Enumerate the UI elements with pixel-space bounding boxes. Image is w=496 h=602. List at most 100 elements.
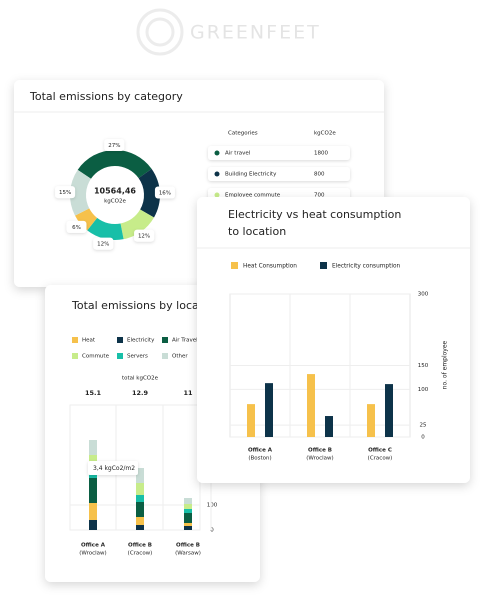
- bar-segment: [184, 509, 192, 513]
- bar-segment: [136, 483, 144, 495]
- percent-label: 12%: [138, 234, 150, 240]
- row-value: 700: [314, 193, 325, 199]
- donut-segment: [70, 169, 91, 216]
- y-tick-label: 0: [210, 528, 214, 534]
- row-value: 800: [314, 172, 325, 178]
- logo-icon: [136, 8, 184, 56]
- row-dot: [214, 171, 220, 177]
- y-tick-label: 100: [418, 387, 429, 393]
- y-tick-label: 300: [418, 292, 429, 298]
- bar: [367, 404, 375, 437]
- x-tick-label: Office A: [248, 448, 273, 454]
- bar-segment: [184, 523, 192, 526]
- label-pill: [134, 229, 155, 242]
- row-category: Employee commute: [225, 193, 281, 199]
- bar-segment: [136, 468, 144, 483]
- percent-label: 12%: [97, 242, 109, 248]
- bar-segment: [184, 498, 192, 504]
- bar-segment: [184, 513, 192, 523]
- y-tick-label: 0: [421, 435, 425, 441]
- legend-swatch: [117, 353, 123, 359]
- label-pill: [55, 186, 76, 199]
- bar-segment: [136, 525, 144, 530]
- column-header: kgCO2e: [314, 131, 336, 137]
- total-label: total kgCO2e: [122, 376, 159, 382]
- legend-swatch: [231, 262, 238, 269]
- x-tick-label: Office B: [308, 448, 332, 454]
- card-title: Total emissions by location: [71, 299, 220, 312]
- legend-swatch: [320, 262, 327, 269]
- card: [197, 197, 470, 483]
- consumption-card: Electricity vs heat consumption to locat…: [197, 197, 470, 483]
- legend-label: Electricity: [127, 338, 155, 344]
- card-title: to location: [228, 225, 286, 238]
- card-title: Total emissions by category: [29, 90, 183, 103]
- total-unit: kgCO2e: [104, 199, 126, 205]
- legend-swatch: [72, 353, 78, 359]
- bar-segment: [136, 502, 144, 517]
- logo-icon: [145, 17, 175, 47]
- y-tick-label: 25: [420, 423, 427, 429]
- bar-segment: [136, 495, 144, 502]
- legend-swatch: [72, 337, 78, 343]
- legend-swatch: [117, 337, 123, 343]
- x-tick-label: Office A: [81, 543, 106, 549]
- label-pill: [66, 220, 87, 233]
- percent-label: 6%: [72, 225, 81, 231]
- bar-segment: [89, 503, 97, 520]
- x-tick-label: Office C: [368, 448, 392, 454]
- legend-swatch: [162, 353, 168, 359]
- percent-label: 16%: [159, 191, 171, 197]
- label-pill: [93, 237, 114, 250]
- table-row: [208, 146, 350, 160]
- total-value: 10564,46: [94, 187, 136, 196]
- bar-segment: [184, 526, 192, 530]
- total-value: 12.9: [132, 389, 149, 397]
- tooltip: [88, 461, 138, 475]
- x-tick-sublabel: (Warsaw): [175, 551, 201, 557]
- bar: [307, 374, 315, 437]
- column-header: Categories: [228, 131, 258, 137]
- percent-label: 27%: [108, 143, 120, 149]
- bar-segment: [89, 478, 97, 503]
- row-category: Air travel: [225, 151, 251, 157]
- bar: [247, 404, 255, 437]
- legend-label: Air Travel: [172, 338, 198, 344]
- donut-segment: [87, 217, 124, 240]
- legend-label: Other: [172, 354, 188, 360]
- logo: GREENFEET: [136, 8, 319, 56]
- row-category: Building Electricity: [225, 172, 277, 178]
- x-tick-sublabel: (Cracow): [368, 456, 393, 462]
- bar-segment: [89, 520, 97, 530]
- card-title: Electricity vs heat consumption: [228, 208, 401, 221]
- bar: [265, 383, 273, 437]
- x-tick-sublabel: (Boston): [248, 456, 271, 462]
- bar: [325, 416, 333, 437]
- bar-segment: [184, 504, 192, 509]
- legend-label: Commute: [82, 354, 110, 360]
- label-pill: [154, 186, 175, 199]
- donut-segment: [77, 149, 152, 179]
- bar-segment: [89, 440, 97, 455]
- legend-label: Heat: [82, 338, 96, 344]
- row-dot: [214, 192, 220, 198]
- y-tick-label: 100: [207, 503, 218, 509]
- bar: [385, 384, 393, 437]
- y-tick-label: 150: [418, 363, 429, 369]
- percent-label: 15%: [59, 190, 71, 196]
- label-pill: [104, 139, 125, 152]
- table-row: [208, 167, 350, 181]
- x-tick-label: Office B: [176, 543, 200, 549]
- tooltip-text: 3,4 kgCo2/m2: [93, 465, 135, 472]
- x-tick-sublabel: (Wroclaw): [306, 456, 333, 462]
- row-dot: [214, 150, 220, 156]
- legend-label: Servers: [127, 354, 148, 360]
- x-tick-label: Office B: [128, 543, 152, 549]
- y-axis-label: no. of employee: [442, 340, 449, 389]
- donut-segment: [138, 168, 160, 218]
- row-value: 1800: [314, 151, 328, 157]
- bar-segment: [136, 517, 144, 525]
- total-value: 15.1: [85, 389, 102, 397]
- donut-segment: [120, 209, 155, 240]
